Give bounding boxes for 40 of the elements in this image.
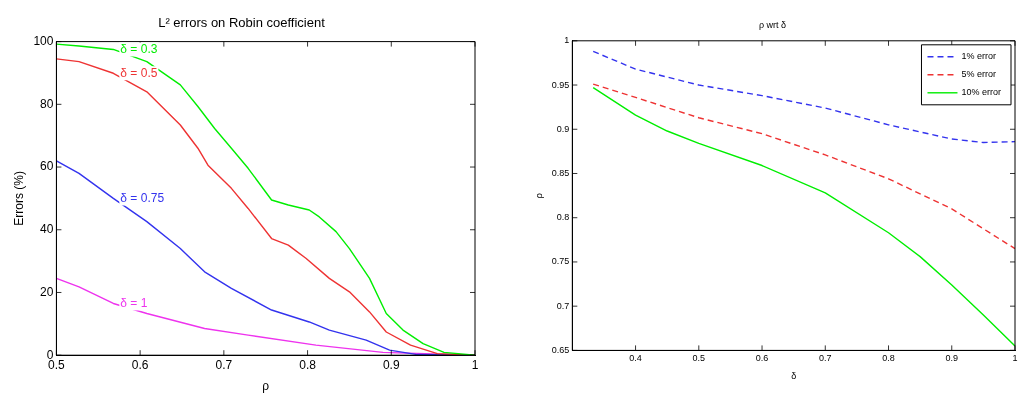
line-series bbox=[592, 50, 1015, 144]
x-tick-label: 0.6 bbox=[755, 353, 769, 364]
chart-title: L² errors on Robin coefficient bbox=[158, 15, 326, 31]
y-tick-label: 0.85 bbox=[551, 167, 570, 178]
x-tick-label: 0.7 bbox=[819, 353, 832, 364]
x-tick-label: 0.9 bbox=[945, 353, 959, 364]
legend-label: 10% error bbox=[961, 87, 1001, 98]
x-tick-label: 1 bbox=[1012, 353, 1018, 364]
y-tick-label: 20 bbox=[40, 284, 54, 299]
y-tick-label: 0.9 bbox=[556, 123, 570, 134]
chart-title: ρ wrt δ bbox=[758, 19, 787, 30]
y-tick-label: 80 bbox=[40, 96, 54, 111]
x-tick-label: 1 bbox=[471, 357, 479, 372]
y-tick-label: 1 bbox=[564, 35, 570, 46]
x-axis-title: δ bbox=[791, 371, 797, 382]
x-tick-label: 0.4 bbox=[629, 353, 642, 364]
x-tick-label: 0.8 bbox=[882, 353, 895, 364]
series-label: δ = 0.75 bbox=[120, 190, 165, 205]
y-tick-label: 0.8 bbox=[556, 212, 570, 223]
x-tick-label: 0.6 bbox=[131, 357, 149, 372]
y-tick-label: 0.65 bbox=[551, 344, 570, 355]
y-axis-title: ρ bbox=[533, 193, 544, 199]
y-axis-title: Errors (%) bbox=[11, 171, 26, 226]
x-tick-label: 0.7 bbox=[215, 357, 233, 372]
y-tick-label: 60 bbox=[40, 159, 54, 174]
x-tick-label: 0.8 bbox=[299, 357, 317, 372]
legend-label: 1% error bbox=[961, 51, 996, 62]
series-label: δ = 0.3 bbox=[120, 41, 158, 56]
y-tick-label: 0.95 bbox=[551, 79, 570, 90]
legend-label: 5% error bbox=[961, 69, 996, 80]
series-label: δ = 0.5 bbox=[120, 65, 158, 80]
x-tick-label: 0.9 bbox=[382, 357, 400, 372]
x-axis-title: ρ bbox=[262, 379, 270, 394]
y-tick-label: 0.75 bbox=[551, 256, 570, 267]
y-tick-label: 40 bbox=[40, 222, 54, 237]
line-series bbox=[592, 83, 1015, 250]
y-tick-label: 100 bbox=[33, 33, 54, 48]
x-tick-label: 0.5 bbox=[692, 353, 706, 364]
series-label: δ = 1 bbox=[120, 295, 148, 310]
y-tick-label: 0.7 bbox=[556, 300, 570, 311]
